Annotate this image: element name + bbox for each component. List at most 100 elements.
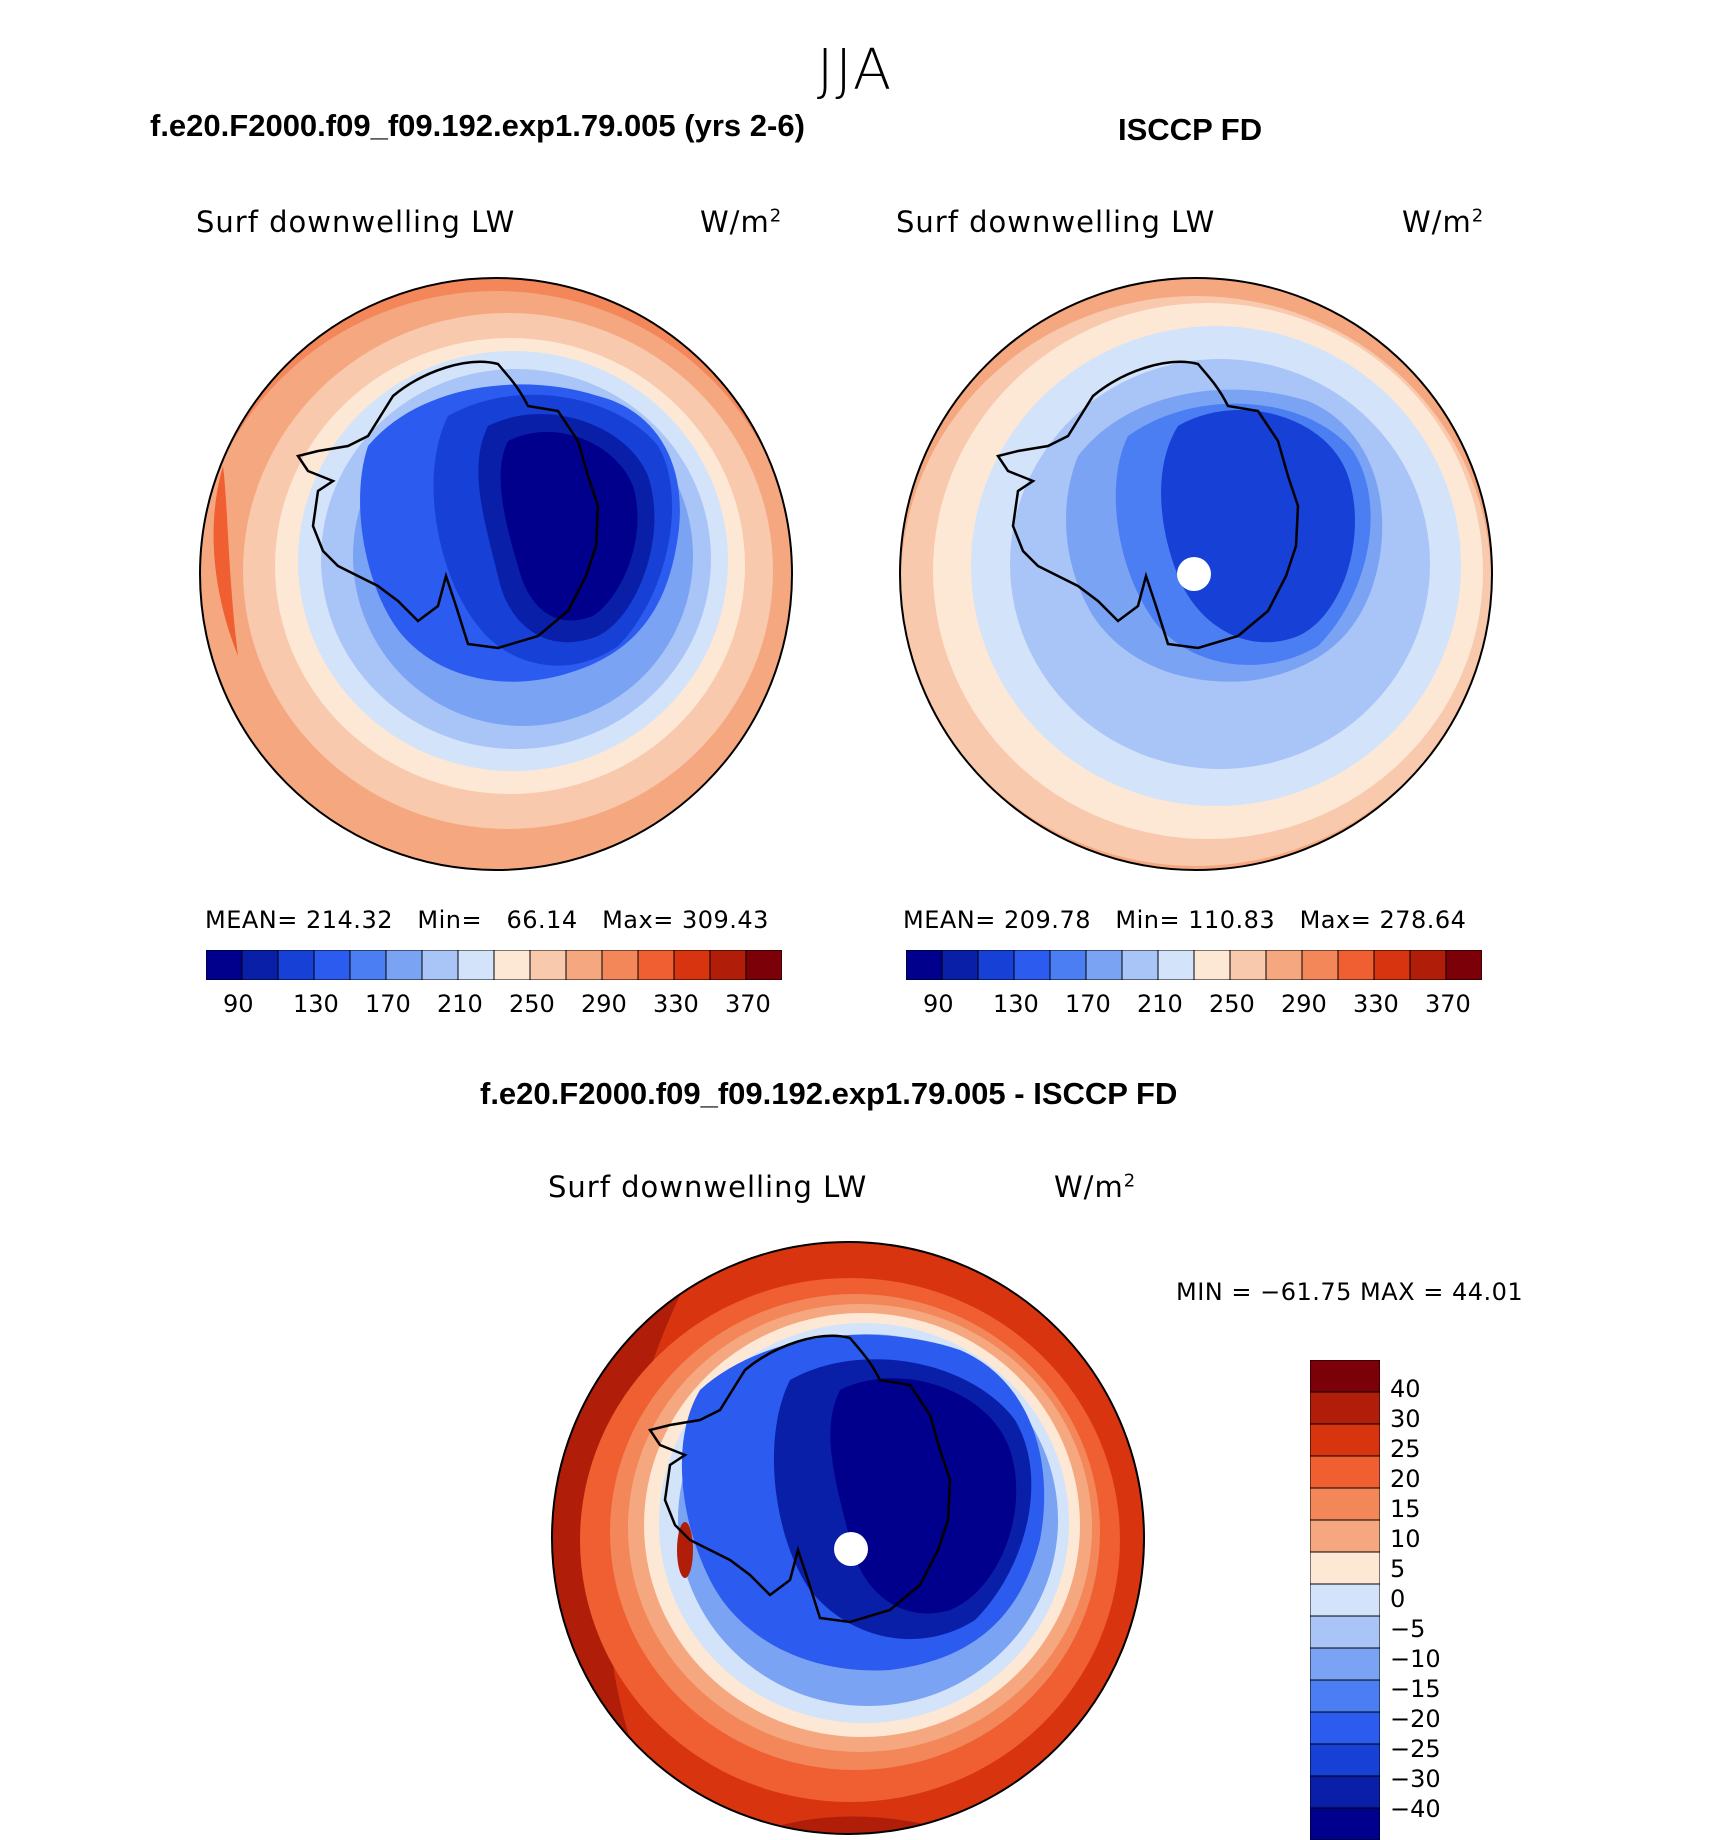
colorbar-swatch (1310, 1360, 1380, 1393)
colorbar-tick: 330 (653, 990, 699, 1018)
colorbar-tick: 130 (993, 990, 1039, 1018)
panel-diff-variable: Surf downwelling LW (548, 1170, 868, 1204)
colorbar-tick: 20 (1390, 1465, 1421, 1493)
colorbar-tick: 170 (1065, 990, 1111, 1018)
colorbar-swatch (1310, 1551, 1380, 1585)
colorbar-swatch (1310, 1615, 1380, 1649)
colorbar-tick: 0 (1390, 1585, 1406, 1613)
colorbar-swatch (1310, 1455, 1380, 1489)
colorbar-swatch (1310, 1391, 1380, 1425)
panel-model-heading: f.e20.F2000.f09_f09.192.exp1.79.005 (yrs… (150, 108, 805, 143)
colorbar-swatch (1310, 1679, 1380, 1713)
colorbar-swatch (1310, 1519, 1380, 1553)
colorbar-swatch (977, 950, 1015, 980)
panel-diff-minmax: MIN = −61.75 MAX = 44.01 (1176, 1278, 1524, 1306)
colorbar-swatch (1085, 950, 1123, 980)
colorbar-swatch (906, 950, 943, 980)
colorbar-tick: −25 (1390, 1735, 1441, 1763)
colorbar-swatch (601, 950, 639, 980)
colorbar-tick: 210 (1137, 990, 1183, 1018)
colorbar-swatch (673, 950, 711, 980)
colorbar-tick: 25 (1390, 1435, 1421, 1463)
colorbar-swatch (1157, 950, 1195, 980)
colorbar-tick: −15 (1390, 1675, 1441, 1703)
colorbar-swatch (1310, 1647, 1380, 1681)
colorbar-tick: −5 (1390, 1615, 1426, 1643)
colorbar-swatch (1409, 950, 1447, 980)
colorbar-swatch (1265, 950, 1303, 980)
colorbar-tick: 250 (1209, 990, 1255, 1018)
colorbar-swatch (941, 950, 979, 980)
figure-title: JJA (816, 38, 894, 103)
colorbar-swatch (1193, 950, 1231, 980)
panel-diff-heading: f.e20.F2000.f09_f09.192.exp1.79.005 - IS… (480, 1076, 1178, 1111)
panel-model-variable: Surf downwelling LW (196, 205, 516, 239)
colorbar-tick: 130 (293, 990, 339, 1018)
colorbar-swatch (1310, 1583, 1380, 1617)
colorbar-tick: 290 (1281, 990, 1327, 1018)
colorbar-swatch (493, 950, 531, 980)
colorbar-tick: 290 (581, 990, 627, 1018)
colorbar-tick: 210 (437, 990, 483, 1018)
colorbar-swatch (1445, 950, 1482, 980)
colorbar-swatch (709, 950, 747, 980)
panel-obs-heading: ISCCP FD (1118, 112, 1263, 147)
colorbar-tick: −20 (1390, 1705, 1441, 1733)
panel-model-map (199, 277, 793, 871)
colorbar-swatch (1013, 950, 1051, 980)
colorbar-swatch (1310, 1423, 1380, 1457)
colorbar-swatch (529, 950, 567, 980)
colorbar-swatch (1049, 950, 1087, 980)
colorbar-swatch (565, 950, 603, 980)
colorbar-swatch (1310, 1743, 1380, 1777)
colorbar-swatch (1337, 950, 1375, 980)
colorbar-swatch (745, 950, 782, 980)
panel-obs-map (899, 277, 1493, 871)
colorbar-tick: −40 (1390, 1795, 1441, 1823)
colorbar-swatch (637, 950, 675, 980)
panel-diff-map (551, 1241, 1145, 1835)
colorbar-tick: 30 (1390, 1405, 1421, 1433)
colorbar-tick: 330 (1353, 990, 1399, 1018)
panel-diff-units: W/m2 (1054, 1170, 1137, 1204)
colorbar-tick: 170 (365, 990, 411, 1018)
colorbar-tick: 40 (1390, 1375, 1421, 1403)
panel-model-units: W/m2 (700, 205, 783, 239)
panel-diff-colorbar (1310, 1360, 1380, 1840)
colorbar-swatch (241, 950, 279, 980)
colorbar-swatch (1310, 1775, 1380, 1809)
colorbar-tick: 10 (1390, 1525, 1421, 1553)
colorbar-tick: 90 (223, 990, 254, 1018)
colorbar-swatch (277, 950, 315, 980)
colorbar-swatch (1310, 1487, 1380, 1521)
panel-obs-colorbar-ticks: 90 130 170 210 250 290 330 370 (906, 990, 1482, 1020)
panel-diff-colorbar-ticks: 40 30 25 20 15 10 5 0 −5 −10 −15 −20 −25… (1390, 1360, 1490, 1840)
colorbar-swatch (421, 950, 459, 980)
colorbar-swatch (1310, 1711, 1380, 1745)
colorbar-swatch (349, 950, 387, 980)
colorbar-tick: 5 (1390, 1555, 1406, 1583)
panel-model-colorbar-ticks: 90 130 170 210 250 290 330 370 (206, 990, 782, 1020)
colorbar-swatch (1229, 950, 1267, 980)
panel-obs-stats: MEAN= 209.78 Min= 110.83 Max= 278.64 (903, 906, 1467, 934)
colorbar-swatch (457, 950, 495, 980)
colorbar-swatch (206, 950, 243, 980)
colorbar-tick: 250 (509, 990, 555, 1018)
colorbar-tick: 90 (923, 990, 954, 1018)
panel-model-stats: MEAN= 214.32 Min= 66.14 Max= 309.43 (205, 906, 769, 934)
panel-obs-variable: Surf downwelling LW (896, 205, 1216, 239)
colorbar-swatch (1121, 950, 1159, 980)
panel-obs-units: W/m2 (1402, 205, 1485, 239)
colorbar-tick: 370 (725, 990, 771, 1018)
colorbar-swatch (1373, 950, 1411, 980)
colorbar-tick: −30 (1390, 1765, 1441, 1793)
colorbar-swatch (313, 950, 351, 980)
colorbar-swatch (1301, 950, 1339, 980)
colorbar-tick: 370 (1425, 990, 1471, 1018)
colorbar-swatch (1310, 1807, 1380, 1840)
panel-obs-colorbar (906, 950, 1482, 980)
colorbar-tick: −10 (1390, 1645, 1441, 1673)
colorbar-tick: 15 (1390, 1495, 1421, 1523)
panel-model-colorbar (206, 950, 782, 980)
colorbar-swatch (385, 950, 423, 980)
